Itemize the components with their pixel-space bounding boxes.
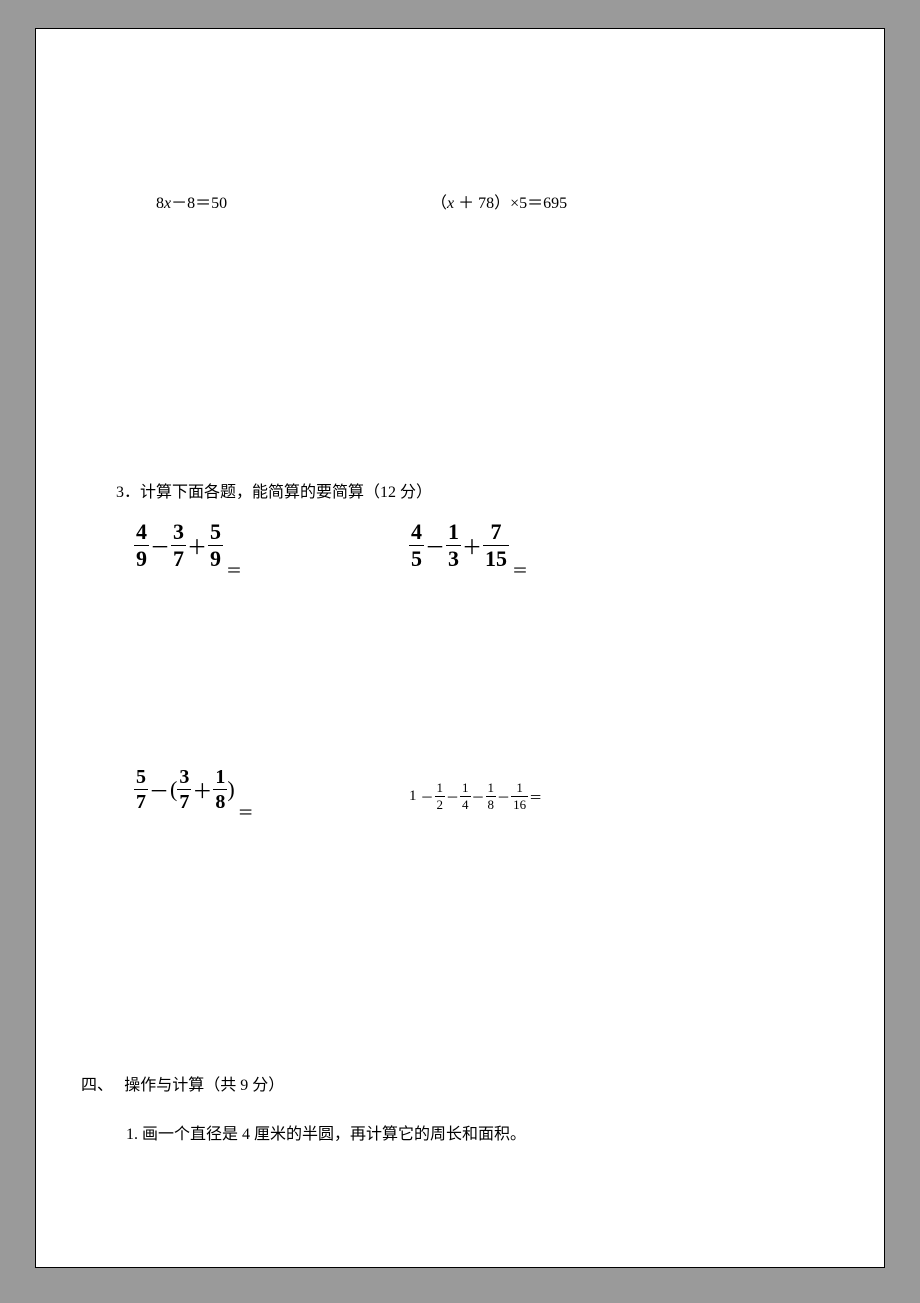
- eq-sign: ＝: [509, 563, 528, 580]
- op-minus: －: [424, 537, 446, 559]
- equation-1: 8x－8＝50: [156, 189, 431, 213]
- frac-7-15: 7 15: [483, 520, 509, 571]
- paren-open: (: [170, 777, 177, 802]
- leading-1: 1: [409, 788, 417, 805]
- op-minus: －: [496, 787, 511, 806]
- section3-title: 3．计算下面各题，能简算的要简算（12 分）: [116, 478, 824, 502]
- frac-5-9: 5 9: [208, 520, 223, 571]
- op-plus: ＋: [186, 537, 208, 559]
- expr-3a: 4 9 － 3 7 ＋ 5 9 ＝: [134, 520, 409, 571]
- frac-1-2: 1 2: [435, 781, 446, 813]
- section4-text: 操作与计算（共 9 分）: [124, 1077, 284, 1094]
- frac-4-9: 4 9: [134, 520, 149, 571]
- frac-3-7: 3 7: [177, 766, 191, 813]
- eq-sign: ＝: [528, 787, 542, 806]
- frac-5-7: 5 7: [134, 766, 148, 813]
- section4: 四、操作与计算（共 9 分） 1. 画一个直径是 4 厘米的半圆，再计算它的周长…: [81, 1071, 824, 1144]
- op-minus: －: [445, 787, 460, 806]
- equation-2: （x ＋ 78）×5＝695: [431, 189, 567, 213]
- eq-sign: ＝: [223, 563, 242, 580]
- op-minus: －: [420, 787, 435, 806]
- eq2-rest: ＋ 78）×5＝695: [454, 195, 567, 212]
- expr-3d: 1－ 1 2 － 1 4 － 1 8 － 1 16 ＝: [409, 780, 542, 813]
- frac-1-4: 1 4: [460, 781, 471, 813]
- section4-title: 四、操作与计算（共 9 分）: [81, 1071, 824, 1095]
- page-container: 8x－8＝50 （x ＋ 78）×5＝695 3．计算下面各题，能简算的要简算（…: [35, 28, 885, 1268]
- frac-3-7: 3 7: [171, 520, 186, 571]
- eq1-rest: －8＝50: [171, 195, 227, 212]
- eq2-open: （: [431, 195, 447, 212]
- op-minus: －: [149, 537, 171, 559]
- op-plus: ＋: [191, 781, 213, 803]
- section4-num: 四、: [81, 1077, 113, 1094]
- eq1-prefix: 8: [156, 195, 164, 212]
- frac-1-3: 1 3: [446, 520, 461, 571]
- paren-close: ): [227, 777, 234, 802]
- fraction-row-1: 4 9 － 3 7 ＋ 5 9 ＝ 4 5 － 1 3 ＋: [134, 520, 824, 571]
- op-minus: －: [471, 787, 486, 806]
- eq-sign: ＝: [235, 805, 254, 822]
- expr-3c: 5 7 －( 3 7 ＋ 1 8 )＝: [134, 766, 409, 813]
- fraction-row-2: 5 7 －( 3 7 ＋ 1 8 )＝ 1－ 1 2 － 1 4 －: [134, 766, 824, 813]
- frac-1-8: 1 8: [486, 781, 497, 813]
- expr-3b: 4 5 － 1 3 ＋ 7 15 ＝: [409, 520, 528, 571]
- equations-row: 8x－8＝50 （x ＋ 78）×5＝695: [156, 189, 824, 213]
- section4-question-1: 1. 画一个直径是 4 厘米的半圆，再计算它的周长和面积。: [126, 1120, 824, 1144]
- frac-1-8: 1 8: [213, 766, 227, 813]
- frac-1-16: 1 16: [511, 781, 528, 813]
- op-minus: －: [148, 781, 170, 803]
- op-plus: ＋: [461, 537, 483, 559]
- frac-4-5: 4 5: [409, 520, 424, 571]
